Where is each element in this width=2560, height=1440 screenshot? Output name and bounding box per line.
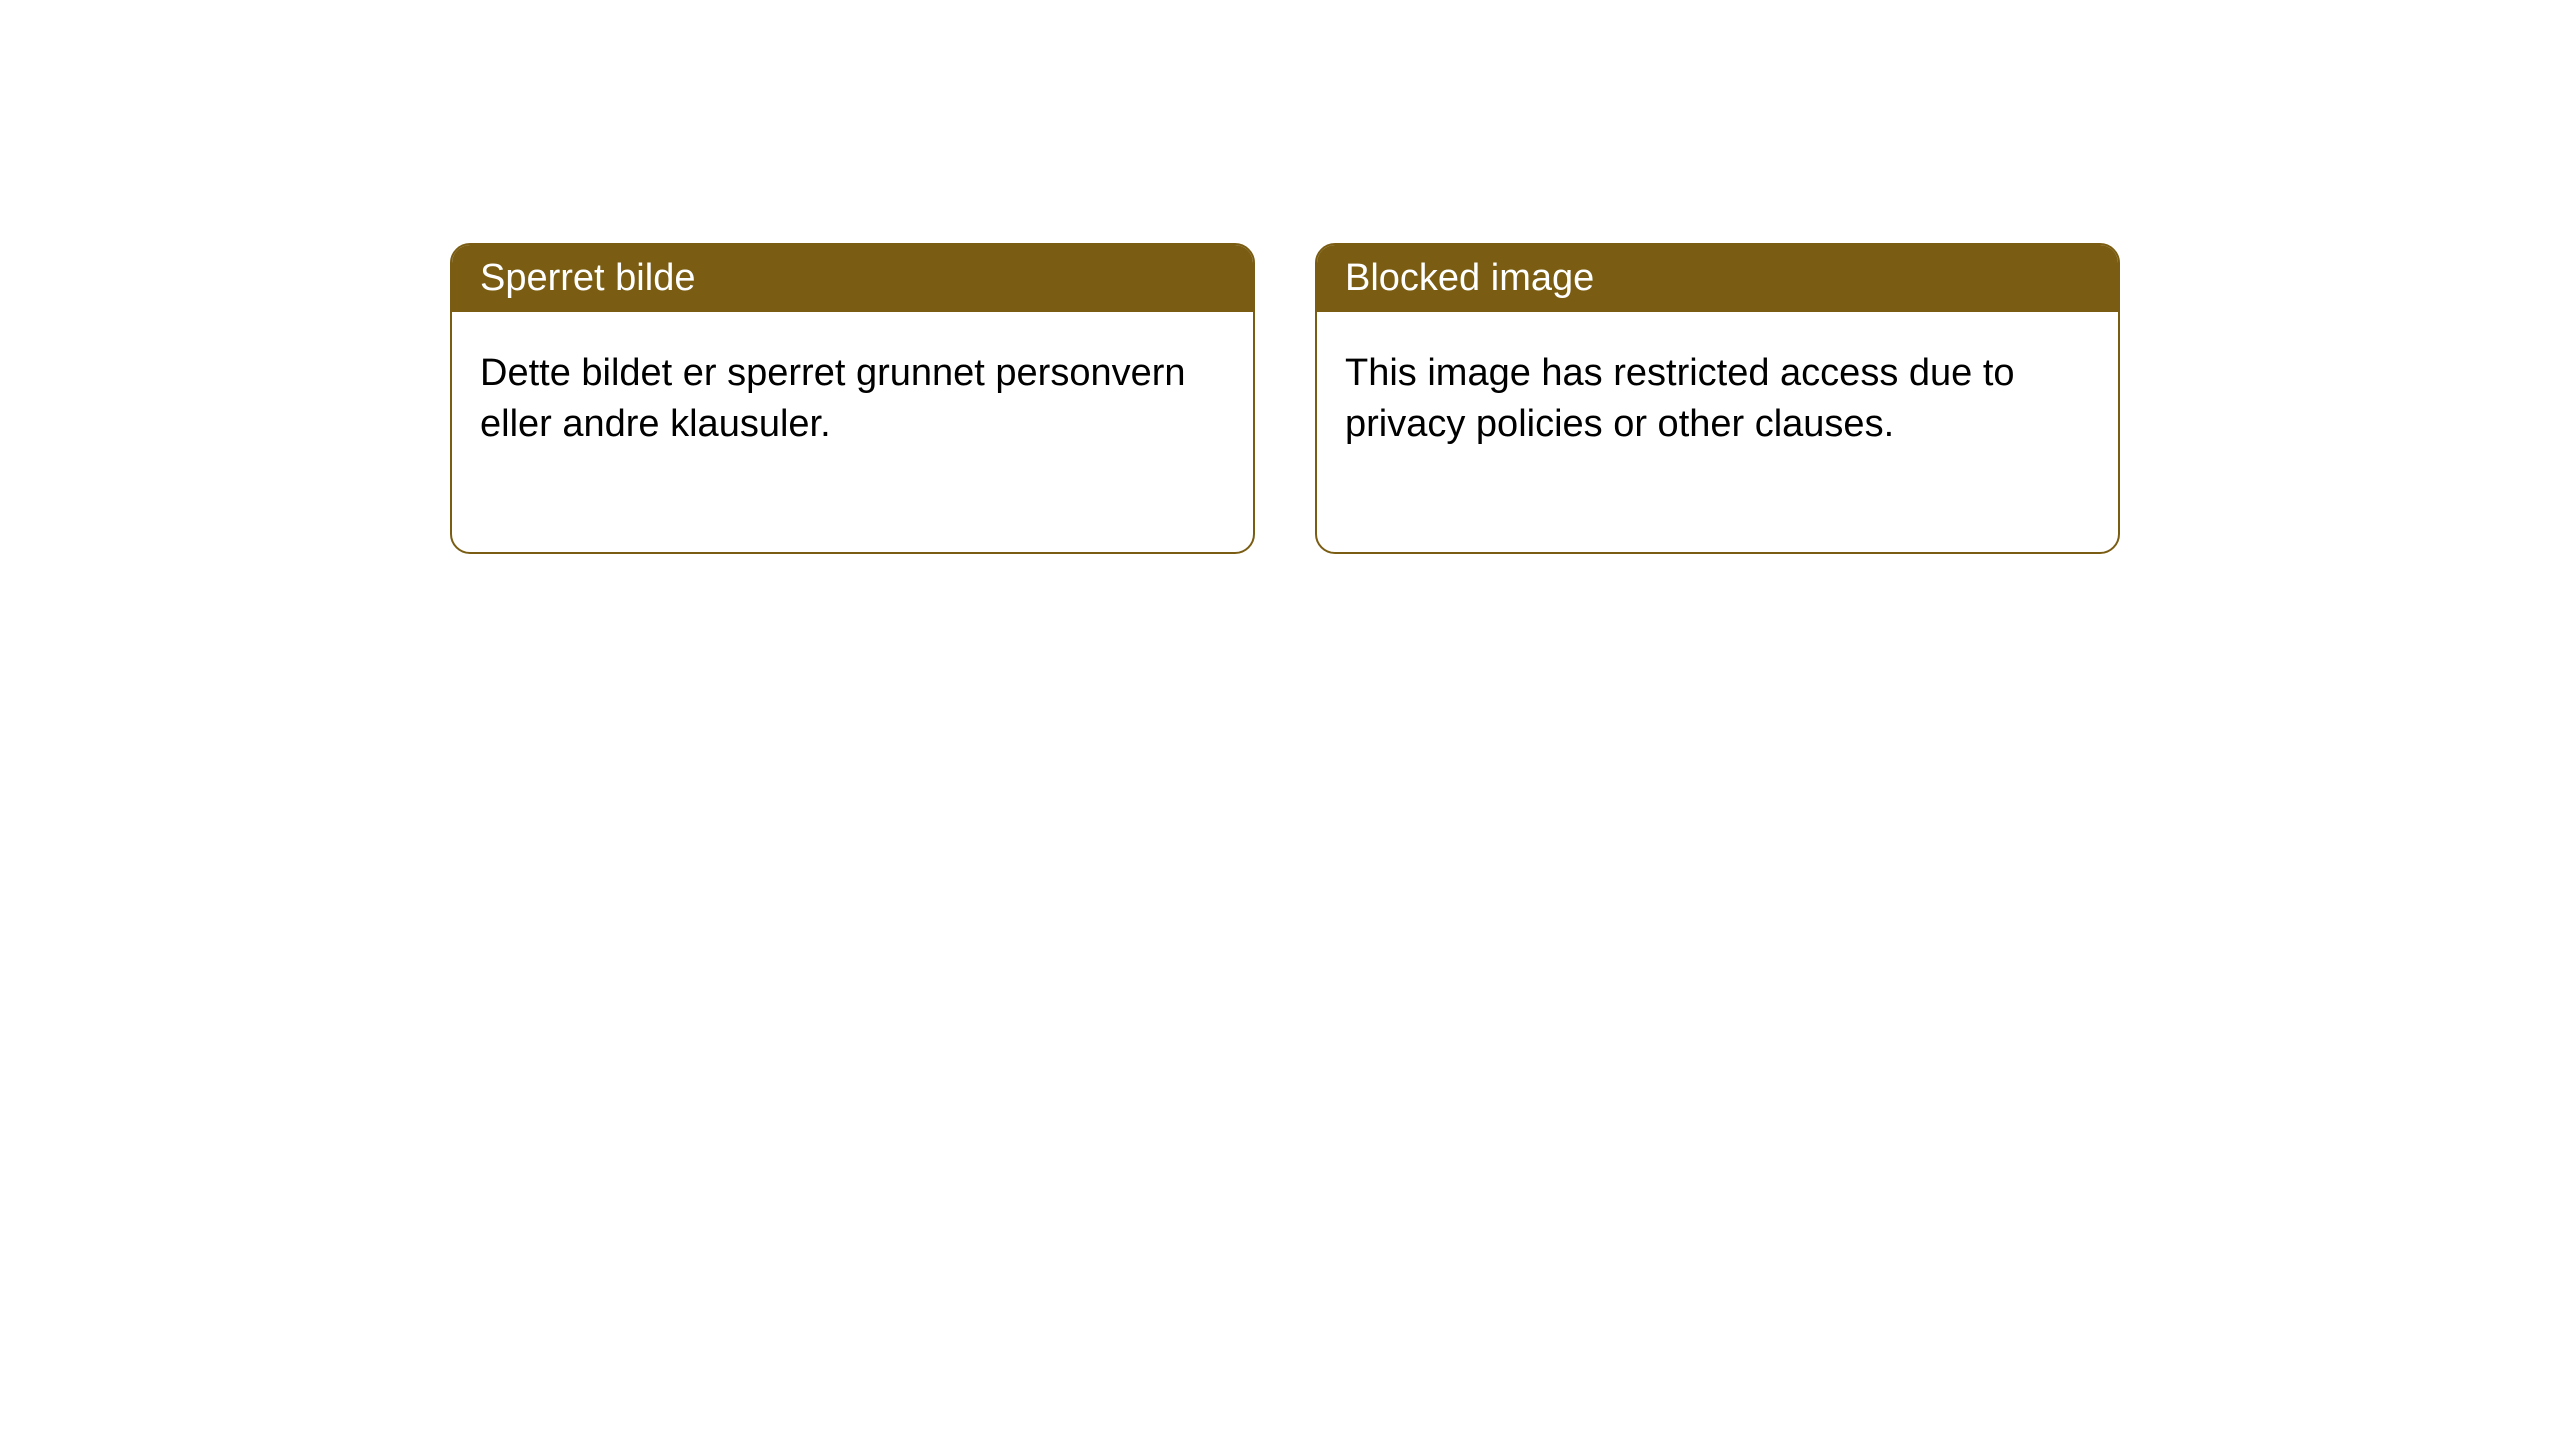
card-body-text: This image has restricted access due to … [1345, 352, 2015, 445]
blocked-image-card-norwegian: Sperret bilde Dette bildet er sperret gr… [450, 243, 1255, 554]
cards-container: Sperret bilde Dette bildet er sperret gr… [0, 0, 2560, 554]
card-body: Dette bildet er sperret grunnet personve… [452, 312, 1253, 552]
card-body-text: Dette bildet er sperret grunnet personve… [480, 352, 1186, 445]
card-body: This image has restricted access due to … [1317, 312, 2118, 552]
card-header-text: Sperret bilde [480, 257, 695, 299]
blocked-image-card-english: Blocked image This image has restricted … [1315, 243, 2120, 554]
card-header: Sperret bilde [452, 245, 1253, 312]
card-header: Blocked image [1317, 245, 2118, 312]
card-header-text: Blocked image [1345, 257, 1594, 299]
